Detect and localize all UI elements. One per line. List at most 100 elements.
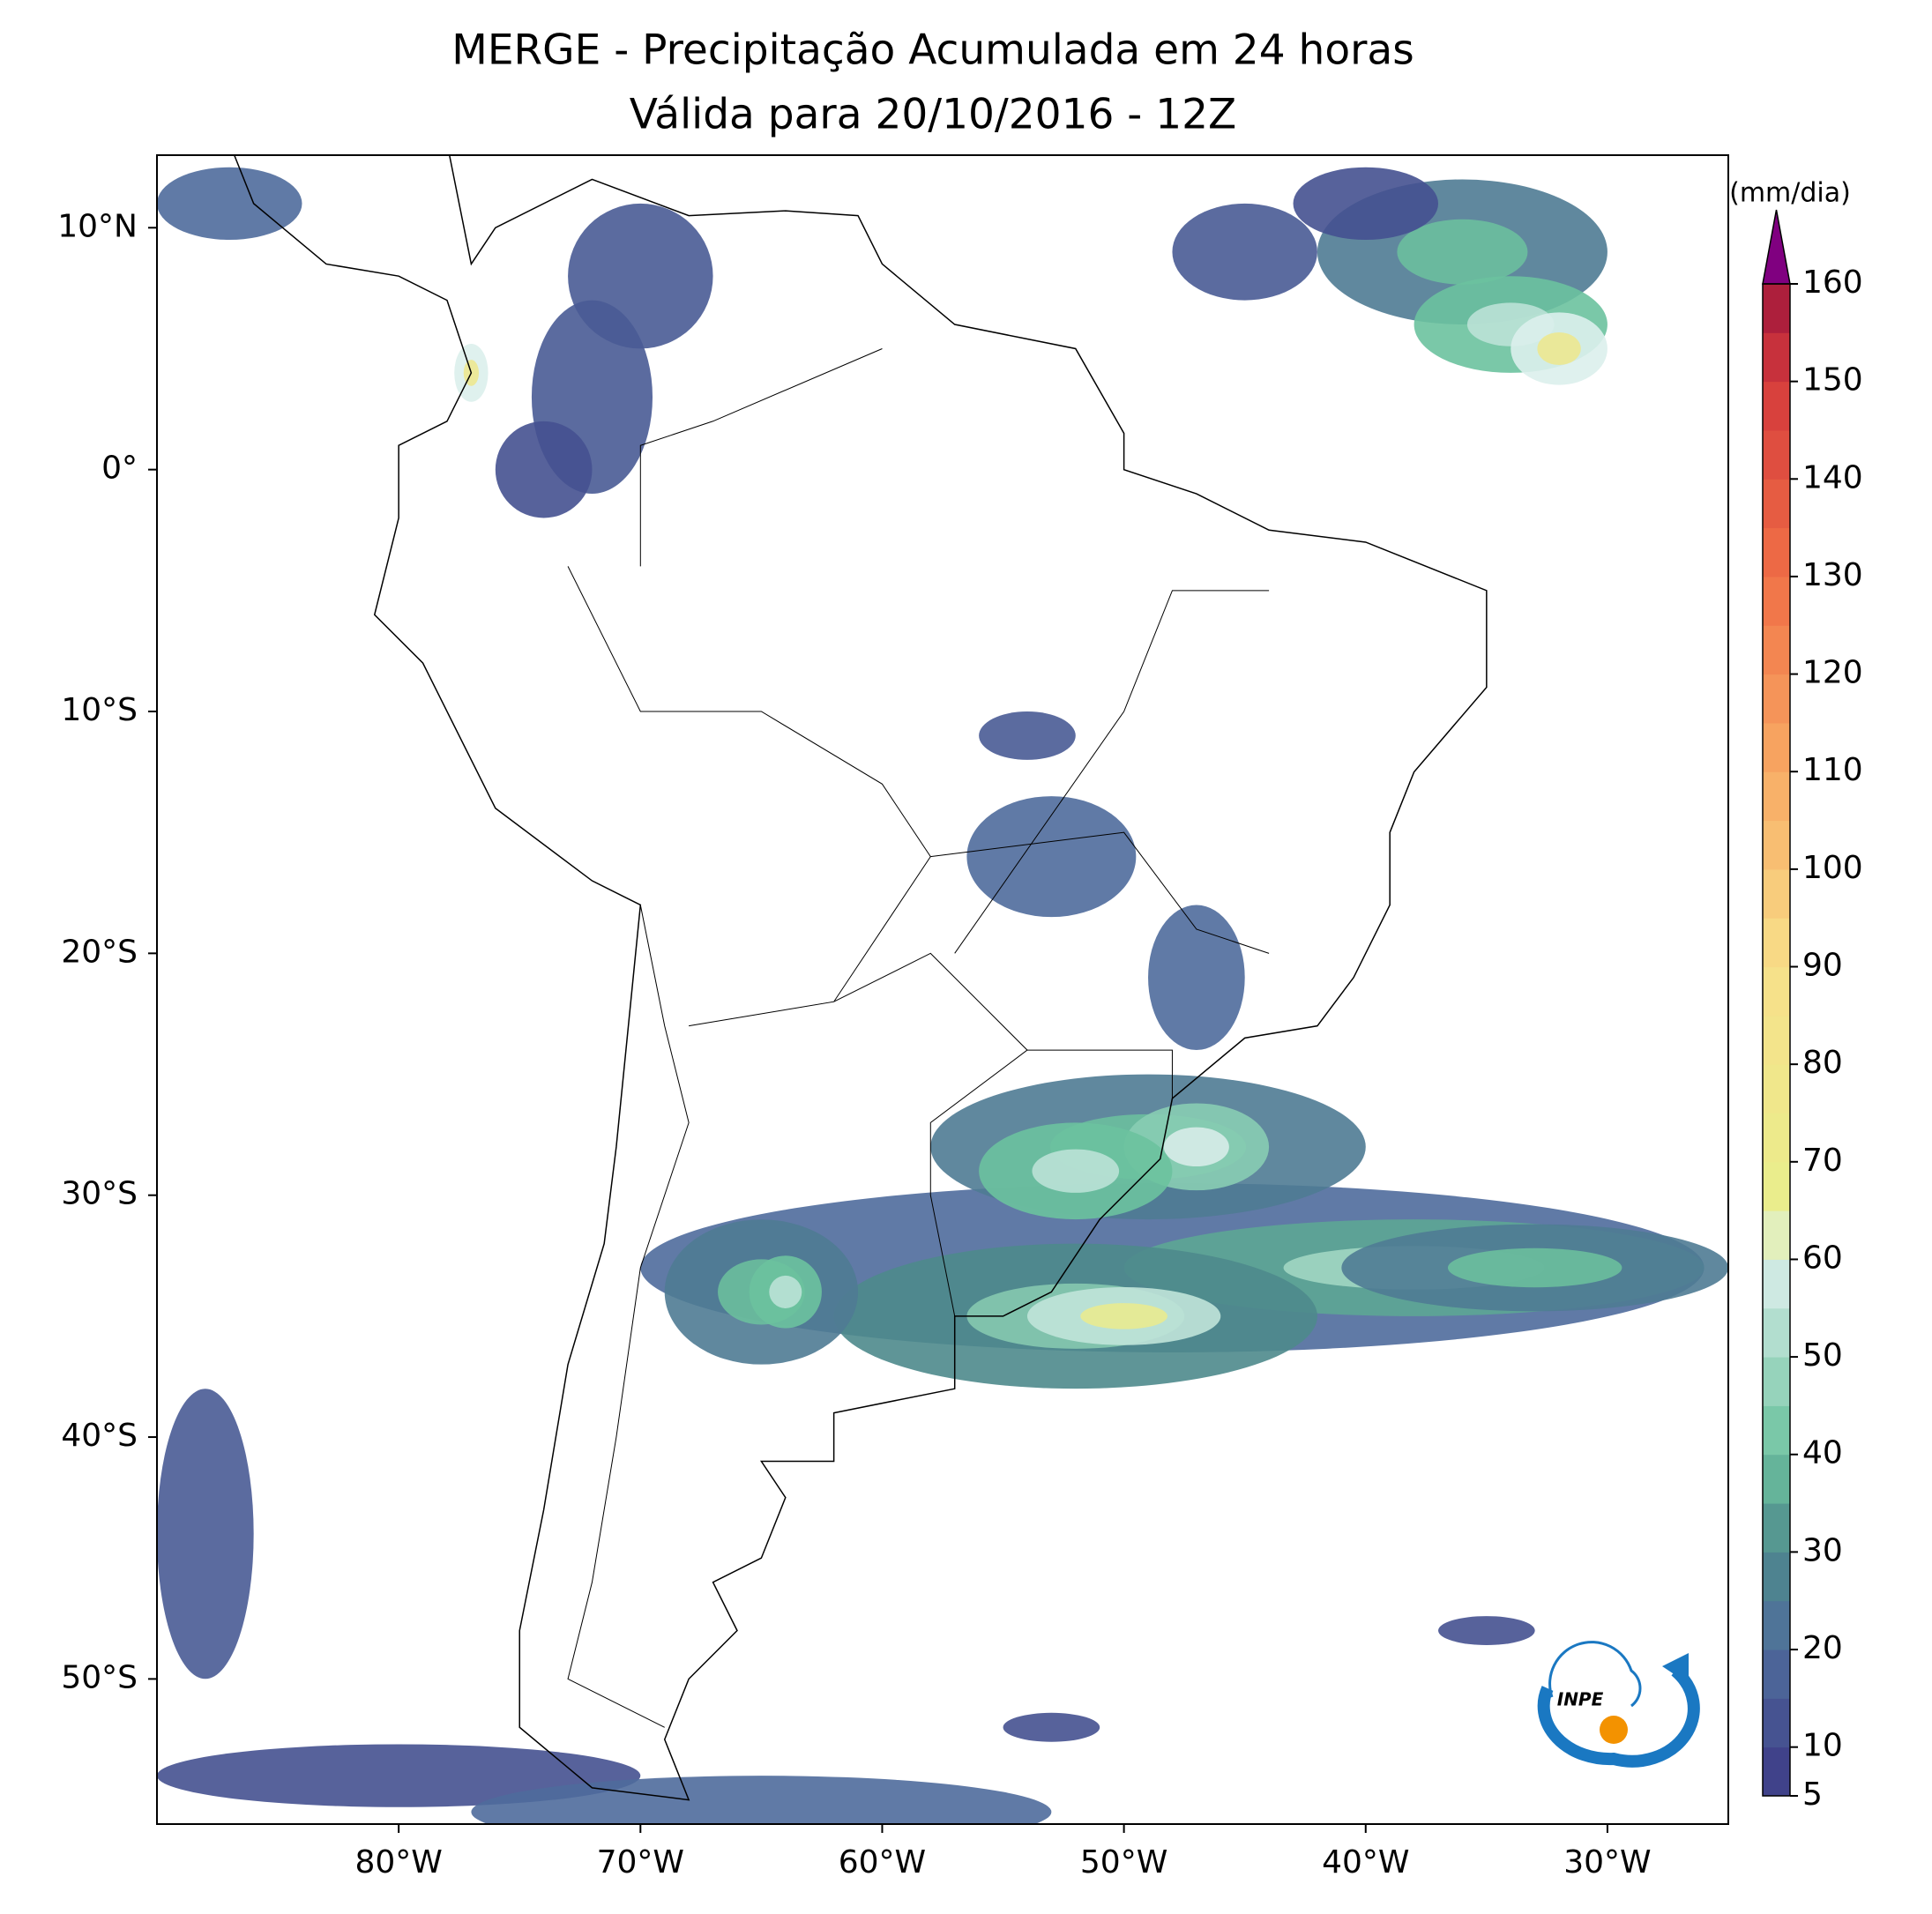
precip-area (495, 421, 593, 518)
colorbar-band (1763, 1503, 1790, 1553)
x-tick-label: 30°W (1563, 1844, 1651, 1880)
colorbar-frame (1762, 283, 1791, 1797)
colorbar-tick-label: 60 (1802, 1240, 1843, 1276)
colorbar-tick-label: 100 (1802, 850, 1863, 886)
colorbar-tick-label: 20 (1802, 1630, 1843, 1666)
logo-text: INPE (1557, 1689, 1604, 1710)
colorbar-band (1763, 918, 1790, 968)
y-tick-label: 20°S (61, 934, 138, 970)
y-tick-label: 30°S (61, 1176, 138, 1212)
x-tick-label: 60°W (839, 1844, 926, 1880)
colorbar-tick-label: 110 (1802, 752, 1863, 788)
x-tick-label: 70°W (597, 1844, 684, 1880)
colorbar-tick-label: 10 (1802, 1728, 1843, 1764)
colorbar-band (1763, 1698, 1790, 1748)
coastline (233, 155, 1488, 1801)
colorbar-band (1763, 284, 1790, 333)
border (930, 831, 1270, 954)
colorbar-band (1763, 381, 1790, 431)
colorbar-band (1763, 1064, 1790, 1113)
border (639, 348, 883, 567)
precip-area (157, 1389, 254, 1679)
colorbar-tick-label: 120 (1802, 655, 1863, 691)
colorbar-band (1763, 625, 1790, 675)
precip-area (1293, 167, 1439, 240)
colorbar-extend (1762, 209, 1791, 285)
x-tick-label: 80°W (354, 1844, 442, 1880)
colorbar-tick-label: 140 (1802, 459, 1863, 495)
colorbar-band (1763, 1454, 1790, 1504)
map-frame (156, 154, 1729, 1825)
colorbar-band (1763, 1650, 1790, 1699)
y-tick-label: 10°N (57, 208, 138, 244)
x-tick-label: 50°W (1080, 1844, 1167, 1880)
precip-area (1438, 1616, 1535, 1645)
colorbar-band (1763, 429, 1790, 480)
colorbar-band (1763, 1746, 1790, 1797)
colorbar-band (1763, 674, 1790, 724)
colorbar-tick-label: 150 (1802, 362, 1863, 398)
y-tick-label: 40°S (61, 1418, 138, 1454)
colorbar-tick-label: 50 (1802, 1337, 1843, 1374)
colorbar-band (1763, 1357, 1790, 1406)
colorbar-tick-label: 40 (1802, 1435, 1843, 1471)
colorbar-band (1763, 1259, 1790, 1309)
map-area (157, 155, 1728, 1824)
y-tick-label: 10°S (61, 692, 138, 728)
colorbar-band (1763, 868, 1790, 919)
colorbar-band (1763, 1307, 1790, 1358)
precip-area (157, 167, 302, 240)
colorbar-tick-label: 80 (1802, 1045, 1843, 1081)
precip-core (1397, 219, 1528, 285)
precip-core (1537, 331, 1581, 365)
colorbar-band (1763, 1210, 1790, 1260)
precip-core (769, 1275, 802, 1308)
colorbar-unit: (mm/dia) (1729, 178, 1851, 209)
precip-area (1148, 905, 1245, 1051)
colorbar-band (1763, 1552, 1790, 1602)
border (567, 566, 931, 1027)
x-tick-label: 40°W (1322, 1844, 1409, 1880)
colorbar-tick-label: 5 (1802, 1776, 1823, 1813)
precip-core (1447, 1247, 1622, 1288)
y-tick-label: 0° (101, 451, 138, 487)
colorbar-band (1763, 771, 1790, 822)
precip-area (966, 796, 1137, 918)
title: MERGE - Precipitação Acumulada em 24 hor… (451, 26, 1414, 75)
colorbar-tick-label: 70 (1802, 1143, 1843, 1179)
colorbar-band (1763, 820, 1790, 870)
precip-area (1172, 203, 1317, 301)
precip-core (1080, 1303, 1167, 1329)
colorbar-band (1763, 1161, 1790, 1211)
y-tick-label: 50°S (61, 1659, 138, 1695)
colorbar-band (1763, 479, 1790, 529)
border (567, 905, 690, 1728)
subtitle: Válida para 20/10/2016 - 12Z (630, 91, 1236, 139)
border (1026, 1049, 1173, 1099)
colorbar-band (1763, 966, 1790, 1017)
colorbar-band (1763, 1405, 1790, 1456)
precip-area (979, 711, 1076, 760)
colorbar-band (1763, 1113, 1790, 1163)
colorbar-band (1763, 1015, 1790, 1065)
precip-area (1003, 1712, 1100, 1742)
logo: INPE (1537, 1641, 1700, 1768)
precip-area (471, 1776, 1052, 1824)
colorbar-band (1763, 1600, 1790, 1650)
colorbar-tick-label: 130 (1802, 557, 1863, 593)
colorbar-tick-label: 160 (1802, 264, 1863, 301)
colorbar-band (1763, 527, 1790, 577)
colorbar-band (1763, 722, 1790, 772)
precip-area (568, 203, 713, 349)
border (954, 590, 1270, 954)
colorbar-tick-label: 30 (1802, 1532, 1843, 1568)
precip-core (1032, 1149, 1120, 1193)
colorbar-band (1763, 576, 1790, 626)
colorbar-band (1763, 332, 1790, 383)
precip-core (1163, 1127, 1229, 1167)
border (833, 952, 1028, 1316)
colorbar-tick-label: 90 (1802, 948, 1843, 984)
precip-area (157, 1744, 641, 1807)
